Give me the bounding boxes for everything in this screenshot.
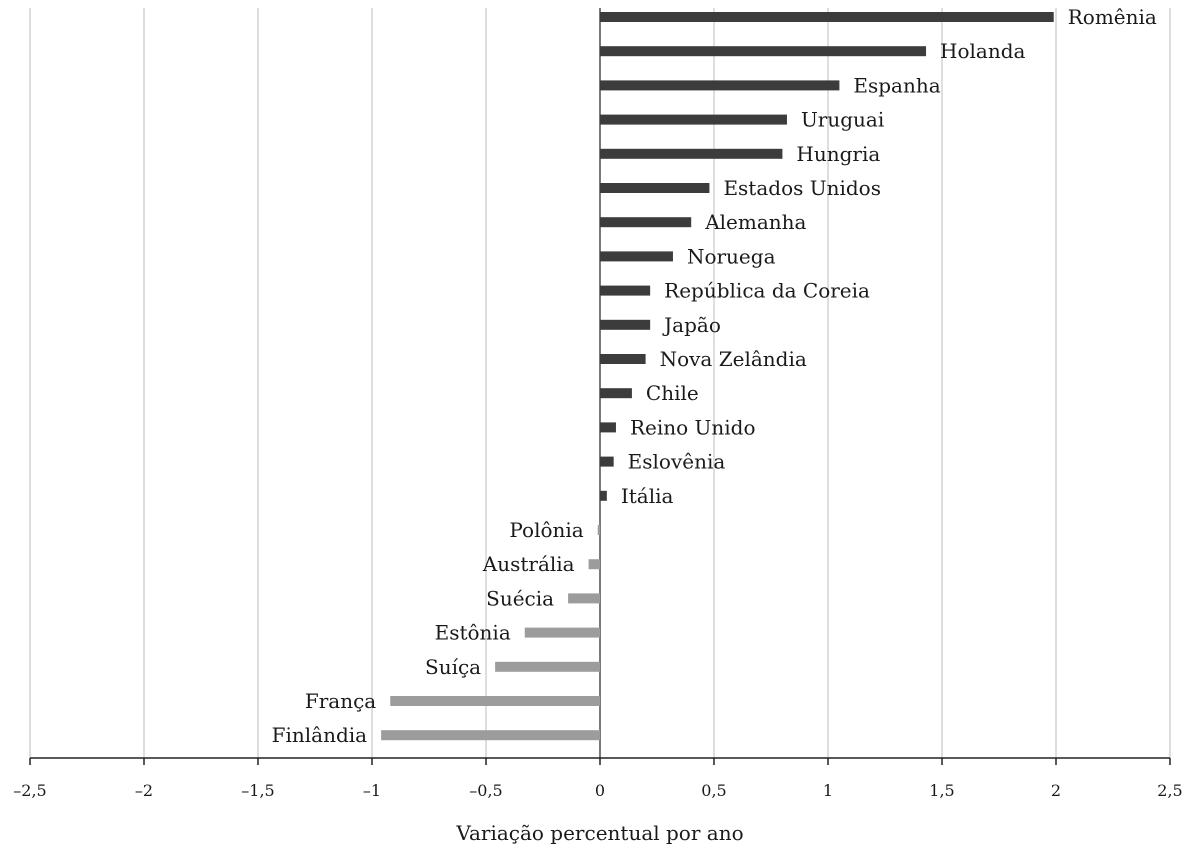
bar bbox=[381, 730, 600, 741]
x-tick-label: –1,5 bbox=[241, 781, 274, 800]
bars bbox=[381, 12, 1054, 741]
x-tick-label: –2,5 bbox=[13, 781, 46, 800]
bar-label: Finlândia bbox=[272, 723, 368, 747]
bar-label: Reino Unido bbox=[630, 415, 756, 439]
bar bbox=[600, 285, 651, 296]
x-tick-label: –0,5 bbox=[469, 781, 502, 800]
bar bbox=[524, 627, 600, 638]
x-tick-label: 0,5 bbox=[701, 781, 726, 800]
bar-label: Chile bbox=[646, 381, 699, 405]
bar bbox=[600, 46, 927, 57]
bar bbox=[600, 80, 840, 91]
bar-label: Suíça bbox=[425, 655, 481, 679]
bar-label: Espanha bbox=[853, 73, 940, 97]
bar-label: França bbox=[305, 689, 376, 713]
bar bbox=[597, 525, 600, 535]
gridlines bbox=[29, 8, 1171, 758]
x-axis-title: Variação percentual por ano bbox=[455, 821, 743, 845]
bar bbox=[588, 559, 600, 570]
bar bbox=[600, 388, 632, 399]
bar-label: Hungria bbox=[796, 142, 880, 166]
bar bbox=[600, 12, 1054, 22]
bar-label: Austrália bbox=[482, 552, 575, 576]
bar-label: Nova Zelândia bbox=[660, 347, 807, 371]
x-tick-label: 2,5 bbox=[1157, 781, 1182, 800]
x-tick-label: 2 bbox=[1051, 781, 1061, 800]
bar bbox=[568, 593, 600, 604]
bar-label: Polônia bbox=[509, 518, 583, 542]
bar-label: Japão bbox=[662, 313, 721, 337]
x-tick-label: 1,5 bbox=[929, 781, 954, 800]
bar bbox=[600, 251, 673, 262]
x-tick-label: –1 bbox=[363, 781, 381, 800]
bar-label: República da Coreia bbox=[664, 279, 870, 303]
bar bbox=[390, 696, 600, 706]
bar bbox=[600, 319, 651, 330]
bar-label: Estônia bbox=[435, 621, 511, 645]
x-tick-label: 1 bbox=[823, 781, 833, 800]
bar bbox=[600, 456, 614, 467]
bar-label: Itália bbox=[621, 484, 674, 508]
bar bbox=[600, 354, 646, 364]
bar bbox=[600, 183, 710, 193]
bar-label: Romênia bbox=[1068, 5, 1157, 29]
bar bbox=[495, 661, 600, 672]
bar bbox=[600, 217, 692, 228]
bar bbox=[600, 490, 607, 501]
bar-label: Suécia bbox=[486, 586, 554, 610]
x-tick-label: –2 bbox=[135, 781, 153, 800]
x-tick-label: 0 bbox=[595, 781, 605, 800]
bar bbox=[600, 114, 787, 125]
bar bbox=[600, 148, 783, 159]
bar-label: Uruguai bbox=[801, 108, 884, 132]
bar bbox=[600, 422, 616, 433]
bar-label: Alemanha bbox=[704, 210, 806, 234]
bar-label: Eslovênia bbox=[628, 450, 726, 474]
bar-label: Estados Unidos bbox=[723, 176, 881, 200]
bar-label: Holanda bbox=[940, 39, 1025, 63]
x-axis: –2,5 –2 –1,5 –1 –0,5 0 0,5 1 1,5 2 2,5 bbox=[13, 757, 1183, 800]
bar-label: Noruega bbox=[687, 244, 776, 268]
